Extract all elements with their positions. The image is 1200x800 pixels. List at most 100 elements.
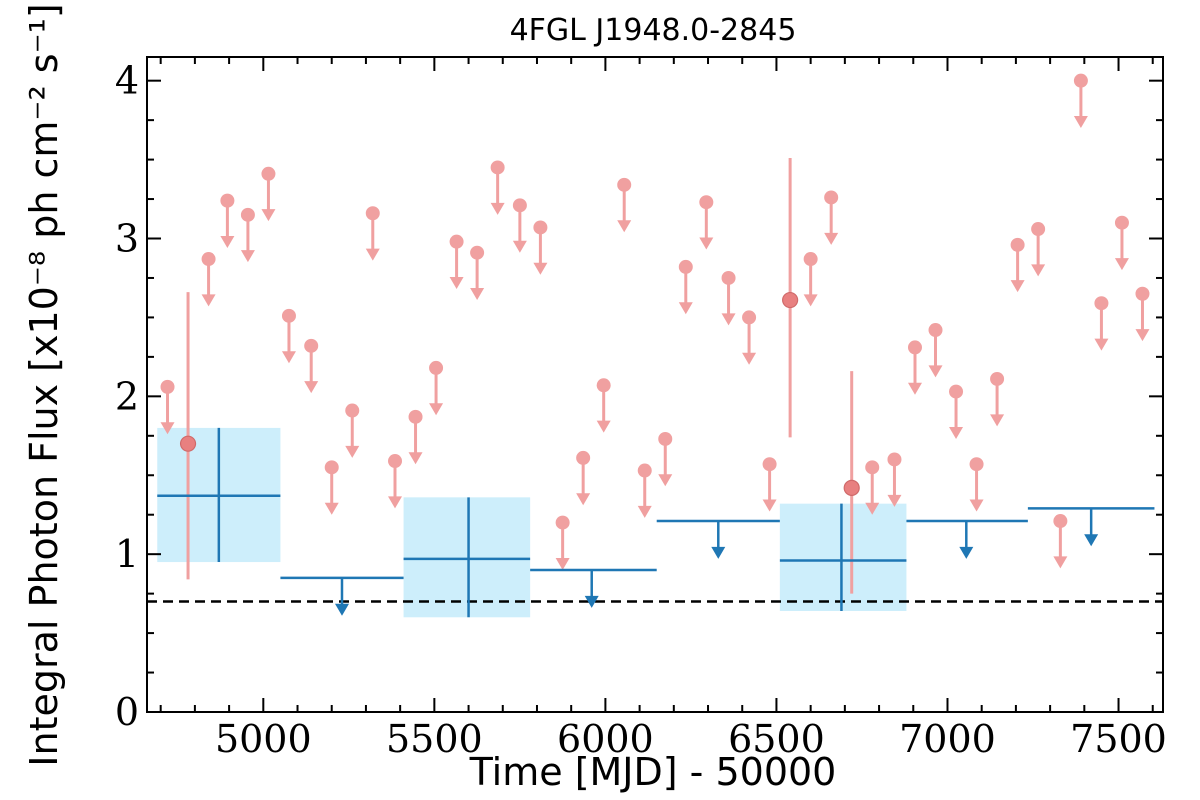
fine-detection-point [179, 435, 197, 452]
fine-upper-limit-arrowhead [928, 365, 943, 378]
fine-upper-limit-arrowhead [429, 403, 444, 416]
fine-upper-limit [261, 166, 276, 222]
x-tick-label: 5000 [215, 717, 312, 761]
fine-upper-limit [1031, 222, 1046, 277]
fine-upper-limit-point [824, 190, 839, 205]
fine-upper-limit [220, 193, 235, 248]
coarse-error-box [779, 503, 907, 611]
fine-upper-limit-point [429, 360, 444, 375]
fine-upper-limit-arrowhead [576, 493, 591, 506]
fine-upper-limit-point [160, 379, 175, 394]
fine-upper-limit [803, 252, 818, 307]
fine-upper-limit-arrowhead [1114, 258, 1129, 271]
fine-upper-limit [388, 454, 403, 509]
fine-upper-limit-point [658, 431, 673, 446]
fine-upper-limit-point [1073, 73, 1088, 88]
fine-upper-limit-point [617, 177, 632, 192]
fine-upper-limit [576, 450, 591, 506]
fine-upper-limit-arrowhead [345, 445, 360, 458]
y-tick-label: 1 [115, 532, 139, 576]
fine-upper-limit-point [304, 338, 319, 353]
fine-upper-limit [907, 340, 922, 395]
fine-upper-limit [281, 308, 296, 364]
fine-upper-limit-arrowhead [388, 496, 403, 509]
fine-upper-limit-point [281, 308, 296, 323]
fine-upper-limit-arrowhead [201, 294, 216, 307]
fine-upper-limit-arrowhead [470, 288, 485, 301]
fine-upper-limit-point [533, 220, 548, 235]
fine-upper-limit [304, 338, 319, 394]
fine-upper-limit [990, 371, 1005, 427]
y-tick-label: 2 [115, 374, 139, 418]
fine-upper-limit-arrowhead [969, 499, 984, 512]
coarse-upper-limit-arrowhead [1084, 534, 1099, 547]
fine-upper-limit-arrowhead [637, 505, 652, 518]
fine-upper-limit [699, 195, 714, 250]
fine-upper-limit-point [637, 463, 652, 478]
fine-upper-limit-arrowhead [304, 381, 319, 394]
fine-upper-limit-arrowhead [533, 262, 548, 275]
fine-upper-limit-arrowhead [449, 277, 464, 290]
x-tick-label: 7000 [899, 717, 996, 761]
fine-upper-limit [928, 323, 943, 378]
fine-upper-limit-point [324, 460, 339, 475]
fine-upper-limit [240, 207, 255, 263]
fine-upper-limit [824, 190, 839, 245]
fine-upper-limit-arrowhead [324, 502, 339, 515]
fine-upper-limit [949, 384, 964, 439]
fine-upper-limit-arrowhead [990, 414, 1005, 427]
fine-upper-limit-point [408, 409, 423, 424]
x-tick-label: 7500 [1070, 717, 1167, 761]
fine-upper-limit-point [490, 160, 505, 175]
fine-upper-limit [1010, 237, 1025, 293]
fine-upper-limit [160, 379, 175, 435]
fine-upper-limit-arrowhead [658, 474, 673, 487]
fine-upper-limit-point [865, 460, 880, 475]
fine-detection-point [782, 291, 799, 309]
fine-upper-limit [1073, 73, 1088, 129]
fine-upper-limit-arrowhead [240, 250, 255, 263]
fine-upper-limit [1053, 514, 1068, 569]
fine-upper-limit-point [1114, 215, 1129, 230]
fine-upper-limit-point [1053, 514, 1068, 529]
fine-upper-limit-arrowhead [762, 499, 777, 512]
fine-upper-limit [201, 252, 216, 307]
fine-upper-limit [1094, 296, 1109, 351]
fine-upper-limit-arrowhead [490, 202, 505, 215]
fine-upper-limit-arrowhead [555, 557, 570, 570]
fine-upper-limit-point [555, 515, 570, 530]
fine-upper-limit-arrowhead [721, 313, 736, 326]
fine-upper-limit [762, 457, 777, 512]
fine-upper-limit [555, 515, 570, 570]
fine-upper-limit [637, 463, 652, 518]
fine-upper-limit-arrowhead [1053, 556, 1068, 569]
fine-upper-limit-arrowhead [281, 351, 296, 364]
fine-upper-limit-arrowhead [617, 220, 632, 233]
fine-upper-limit-point [220, 193, 235, 208]
fine-upper-limit [658, 431, 673, 487]
fine-upper-limit [1114, 215, 1129, 271]
fine-upper-limit-point [699, 195, 714, 210]
fine-detection-point [843, 479, 860, 496]
fine-upper-limit-arrowhead [596, 420, 611, 433]
fine-upper-limit-point [1031, 222, 1046, 237]
fine-upper-limit-point [388, 454, 403, 469]
x-tick-label: 6500 [728, 717, 825, 761]
coarse-upper-limit-arrowhead [334, 603, 349, 616]
fine-upper-limit [408, 409, 423, 465]
fine-upper-limit-point [949, 384, 964, 399]
fine-upper-limit-point [928, 323, 943, 338]
fine-upper-limit [678, 259, 693, 315]
plot-area: 5000 5500 6000 6500 7000 7500 0 1 2 3 4 [115, 56, 1167, 761]
fine-upper-limit-arrowhead [824, 232, 839, 245]
fine-upper-limit-point [887, 452, 902, 467]
y-axis-label: Integral Photon Flux [x10⁻⁸ ph cm⁻² s⁻¹] [22, 3, 66, 766]
x-tick-label: 6000 [557, 717, 654, 761]
coarse-upper-limit-arrowhead [711, 546, 726, 559]
fine-upper-limit-point [449, 234, 464, 249]
fine-upper-limit-point [742, 310, 757, 325]
fine-upper-limit-point [470, 245, 485, 260]
fine-upper-limit-arrowhead [1031, 264, 1046, 277]
fine-upper-limit-point [365, 206, 380, 221]
coarse-error-box [403, 497, 531, 618]
